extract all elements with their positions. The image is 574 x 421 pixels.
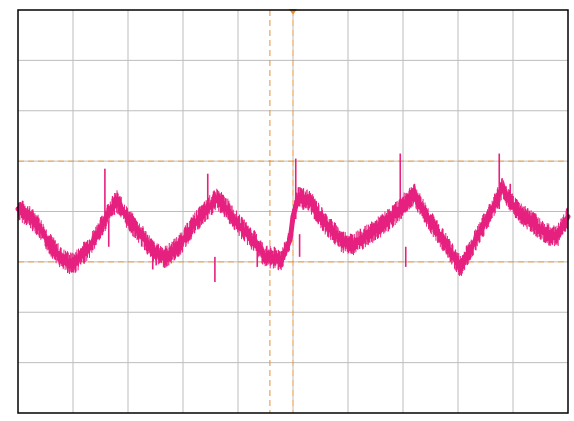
oscilloscope-screen — [0, 0, 574, 421]
